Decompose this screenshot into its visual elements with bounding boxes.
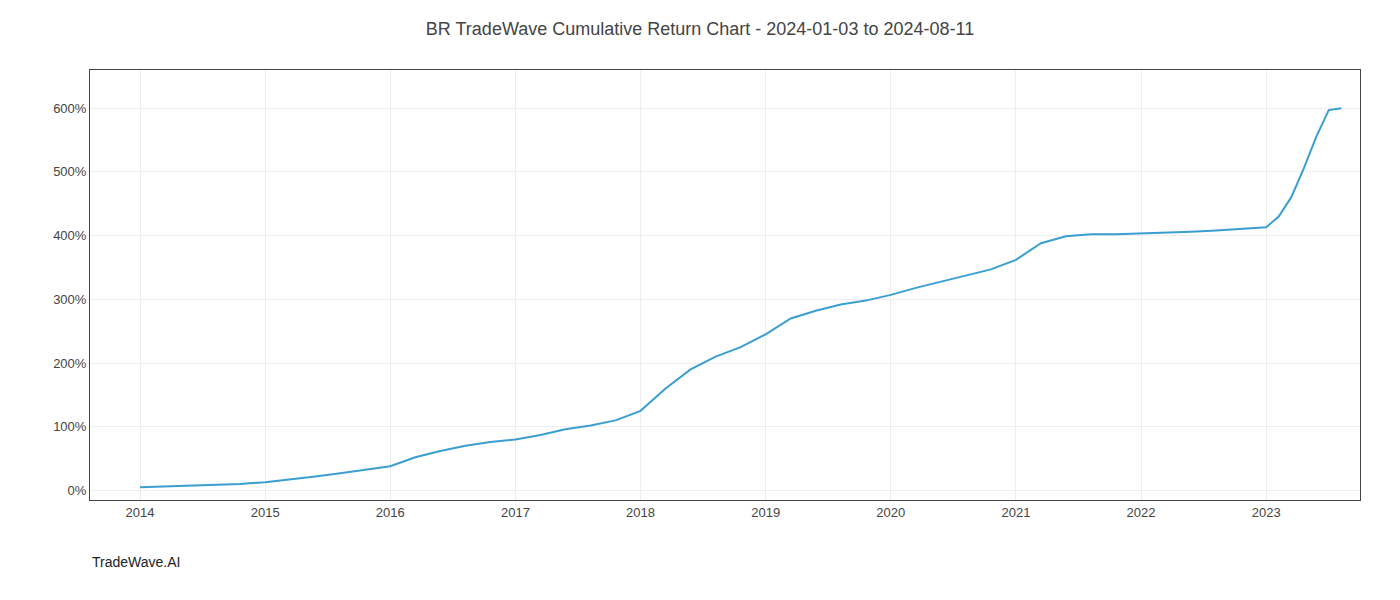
svg-text:300%: 300%: [53, 292, 87, 307]
svg-text:2022: 2022: [1127, 505, 1156, 520]
svg-text:100%: 100%: [53, 419, 87, 434]
svg-text:2015: 2015: [251, 505, 280, 520]
svg-text:200%: 200%: [53, 356, 87, 371]
svg-text:2017: 2017: [501, 505, 530, 520]
svg-text:500%: 500%: [53, 164, 87, 179]
svg-text:400%: 400%: [53, 228, 87, 243]
svg-text:2023: 2023: [1252, 505, 1281, 520]
svg-text:2021: 2021: [1001, 505, 1030, 520]
svg-text:2020: 2020: [876, 505, 905, 520]
svg-text:2014: 2014: [126, 505, 155, 520]
svg-text:TradeWave.AI: TradeWave.AI: [92, 554, 180, 570]
svg-text:2019: 2019: [751, 505, 780, 520]
svg-text:2016: 2016: [376, 505, 405, 520]
svg-text:600%: 600%: [53, 101, 87, 116]
svg-text:BR TradeWave Cumulative Return: BR TradeWave Cumulative Return Chart - 2…: [426, 19, 974, 39]
svg-text:2018: 2018: [626, 505, 655, 520]
svg-text:0%: 0%: [68, 483, 87, 498]
